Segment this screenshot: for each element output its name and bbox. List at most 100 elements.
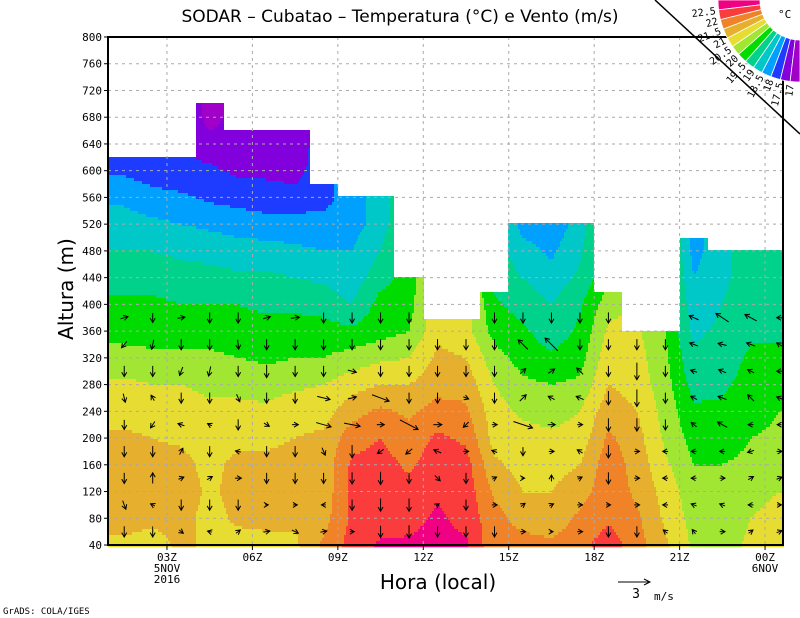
wind-arrow [548, 503, 555, 509]
contour-cell [680, 346, 750, 350]
contour-cell [108, 301, 176, 305]
contour-cell [588, 394, 604, 398]
contour-cell [472, 463, 484, 467]
contour-cell [480, 295, 482, 299]
wind-arrow [513, 421, 534, 430]
contour-cell [580, 262, 594, 266]
contour-cell [684, 511, 756, 515]
contour-cell [760, 508, 784, 512]
wind-arrow-head [384, 396, 391, 403]
contour-cell [292, 391, 358, 395]
contour-cell [636, 409, 658, 413]
contour-cell [482, 541, 592, 545]
contour-cell [492, 448, 586, 452]
contour-cell [236, 451, 336, 455]
contour-cell [680, 316, 690, 320]
contour-cell [142, 529, 158, 533]
contour-cell [196, 139, 310, 143]
contour-cell [488, 424, 540, 428]
contour-cell [366, 205, 390, 209]
contour-cell [602, 448, 620, 452]
contour-cell [634, 406, 656, 410]
contour-cell [694, 340, 698, 344]
contour-cell [204, 199, 334, 203]
contour-cell [334, 187, 338, 191]
contour-cell [398, 460, 418, 464]
contour-cell [478, 505, 500, 509]
contour-cell [570, 520, 642, 524]
contour-cell [306, 211, 366, 215]
wind-arrow-shaft [121, 340, 128, 348]
contour-cell [496, 385, 592, 389]
contour-cell [108, 409, 336, 413]
wind-arrow-shaft [179, 366, 184, 376]
contour-cell [200, 499, 222, 503]
contour-cell [492, 445, 586, 449]
contour-cell [470, 367, 488, 371]
contour-cell [642, 337, 666, 341]
wind-arrow [150, 421, 156, 429]
contour-cell [622, 541, 646, 545]
contour-cell [680, 343, 750, 347]
contour-cell [576, 322, 594, 326]
wind-arrow-head [605, 371, 612, 378]
contour-cell [508, 256, 510, 260]
contour-cell [578, 268, 594, 272]
contour-cell [546, 253, 554, 257]
contour-cell [384, 442, 428, 446]
wind-arrow [377, 339, 384, 351]
contour-cell [392, 409, 420, 413]
contour-cell [682, 505, 764, 509]
contour-cell [390, 223, 394, 227]
y-tick-label: 560 [82, 191, 102, 204]
contour-cell [626, 472, 652, 476]
contour-cell [108, 280, 312, 284]
x-tick-label: 21Z [670, 551, 690, 564]
wind-arrow-head [377, 506, 384, 513]
contour-cell [654, 481, 676, 485]
wind-arrow-head [633, 401, 640, 408]
contour-cell [682, 238, 690, 242]
contour-cell [550, 349, 552, 353]
contour-cell [492, 376, 528, 380]
contour-cell [478, 439, 490, 443]
contour-cell [108, 193, 188, 197]
contour-cell [324, 535, 344, 539]
contour-cell [474, 376, 492, 380]
contour-cell [142, 433, 304, 437]
contour-cell [618, 442, 644, 446]
contour-cell [490, 436, 590, 440]
contour-cell [480, 310, 486, 314]
wind-arrow-head [548, 503, 555, 509]
contour-cell [682, 352, 746, 356]
contour-cell [488, 430, 592, 434]
contour-cell [358, 238, 384, 242]
contour-cell [502, 301, 550, 305]
contour-cell [680, 493, 776, 497]
contour-cell [476, 340, 494, 344]
contour-cell [416, 289, 424, 293]
contour-cell [474, 430, 488, 434]
contour-cell [486, 469, 510, 473]
contour-cell [332, 502, 348, 506]
contour-cell [676, 400, 694, 404]
wind-arrow [605, 365, 612, 378]
contour-cell [698, 340, 784, 344]
contour-cell [426, 322, 472, 326]
contour-cell [756, 511, 784, 515]
contour-cell [604, 340, 644, 344]
contour-cell [484, 307, 508, 311]
contour-cell [602, 349, 646, 353]
contour-cell [596, 415, 638, 419]
contour-cell [754, 514, 784, 518]
contour-cell [746, 445, 784, 449]
contour-cell [214, 349, 344, 353]
contour-cell [462, 355, 484, 359]
contour-cell [558, 247, 584, 251]
contour-cell [486, 475, 514, 479]
contour-cell [108, 514, 196, 518]
wind-arrow-shaft [462, 421, 470, 428]
contour-cell [704, 247, 708, 251]
contour-cell [480, 316, 486, 320]
wind-arrow-shaft [122, 500, 127, 510]
